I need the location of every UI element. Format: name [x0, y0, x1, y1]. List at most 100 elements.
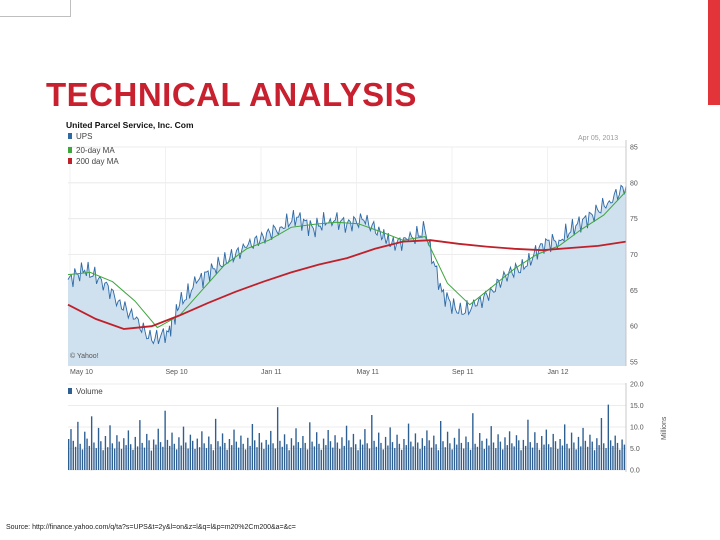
price-x-tick-label: Sep 11: [452, 369, 474, 376]
legend-label-ma200: 200 day MA: [76, 157, 119, 166]
volume-bar: [260, 442, 263, 470]
volume-bar: [598, 445, 600, 470]
volume-bar: [345, 425, 348, 470]
chart-date: Apr 05, 2013: [578, 135, 618, 142]
volume-bar: [570, 432, 573, 470]
volume-bar: [276, 407, 279, 470]
slide-accent-bar: [708, 0, 720, 105]
volume-bar: [111, 443, 114, 470]
volume-bar: [297, 442, 300, 470]
volume-bar: [338, 448, 341, 470]
volume-bar: [433, 435, 435, 470]
volume-bar: [187, 448, 189, 470]
volume-bar: [442, 441, 444, 470]
volume-bar: [384, 436, 387, 470]
volume-bar: [497, 434, 499, 470]
volume-bar: [139, 420, 141, 470]
volume-bar: [93, 442, 95, 470]
ups-price-area: [68, 185, 626, 366]
volume-bar: [453, 437, 456, 471]
volume-bar: [231, 445, 233, 470]
ma20-line: [67, 191, 627, 329]
volume-bar: [334, 435, 336, 470]
volume-bar: [469, 449, 472, 470]
volume-bar: [366, 443, 368, 470]
volume-bar: [265, 439, 267, 470]
volume-bar: [543, 444, 545, 470]
volume-bar: [609, 440, 612, 470]
volume-bar: [134, 436, 136, 470]
volume-bar: [74, 446, 77, 470]
volume-bar: [403, 439, 405, 470]
volume-bar: [208, 436, 210, 470]
volume-bar: [336, 442, 339, 470]
volume-bar: [364, 429, 366, 470]
volume-bar: [481, 440, 483, 470]
volume-bar: [224, 442, 226, 470]
price-x-tick-label: May 10: [70, 369, 93, 376]
volume-bar: [205, 448, 208, 470]
volume-bar: [359, 439, 362, 470]
volume-bar: [332, 447, 334, 470]
price-y-tick-label: 80: [630, 180, 638, 187]
volume-bar: [203, 443, 205, 470]
volume-bar: [136, 446, 139, 470]
volume-bar: [130, 444, 132, 470]
volume-bar: [116, 435, 118, 470]
volume-bar: [320, 449, 322, 470]
volume-bar: [483, 448, 486, 470]
price-y-tick-label: 55: [630, 360, 638, 367]
volume-bar: [322, 438, 325, 470]
volume-bar: [479, 433, 481, 470]
legend-swatch-volume: [68, 388, 72, 394]
volume-bar: [440, 421, 442, 470]
volume-bar: [86, 438, 88, 470]
volume-bar: [529, 442, 531, 470]
volume-bar: [249, 445, 251, 470]
volume-bar: [233, 429, 235, 470]
volume-bar: [465, 436, 467, 470]
volume-bar: [511, 443, 513, 470]
volume-bar: [564, 424, 566, 470]
volume-bar: [309, 422, 311, 470]
price-x-tick-label: May 11: [357, 369, 380, 376]
volume-bar: [414, 433, 417, 470]
legend-swatch-ma200: [68, 158, 72, 164]
volume-bar: [557, 448, 559, 470]
volume-bar: [575, 449, 577, 470]
volume-bar: [343, 445, 345, 470]
volume-bar: [95, 448, 97, 470]
volume-bar: [352, 433, 355, 470]
legend-label-volume: Volume: [76, 387, 103, 396]
volume-bar: [382, 449, 384, 470]
price-x-tick-label: Sep 10: [166, 369, 188, 376]
volume-bar: [554, 441, 557, 470]
volume-bar: [180, 445, 182, 470]
volume-bar: [318, 443, 320, 470]
volume-bar: [612, 445, 614, 470]
volume-bar: [589, 434, 591, 470]
volume-bar: [127, 430, 130, 470]
volume-bar: [368, 448, 371, 470]
volume-bar: [316, 432, 318, 470]
volume-bar: [437, 450, 440, 470]
ups-price-line: [67, 184, 627, 345]
volume-bar: [279, 440, 281, 470]
price-y-tick-label: 75: [630, 216, 638, 223]
volume-bar: [518, 440, 520, 470]
volume-bar: [237, 447, 240, 470]
volume-bar: [118, 441, 120, 470]
volume-bar: [313, 446, 316, 470]
volume-bar: [311, 441, 313, 470]
volume-bar: [194, 448, 196, 470]
volume-bar: [387, 445, 389, 470]
yahoo-watermark: © Yahoo!: [70, 352, 99, 360]
volume-y-tick-label: 20.0: [630, 382, 644, 389]
volume-bar: [263, 448, 265, 470]
volume-bar: [214, 418, 217, 470]
volume-bar: [274, 448, 277, 470]
volume-bar: [531, 447, 534, 470]
volume-bar: [155, 444, 157, 470]
volume-bar: [120, 448, 123, 470]
volume-bar: [472, 413, 474, 470]
